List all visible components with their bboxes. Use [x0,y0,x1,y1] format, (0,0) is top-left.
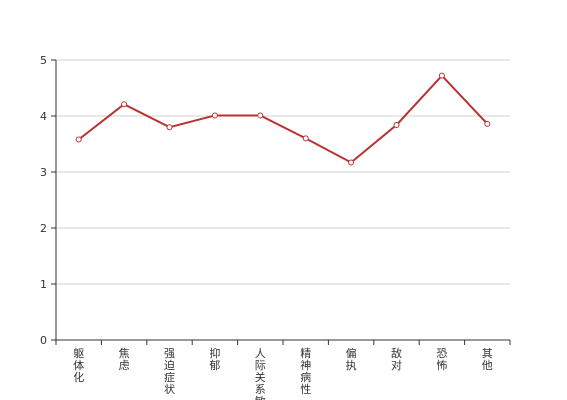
y-tick-label-0: 0 [40,334,47,347]
y-tick-label-3: 3 [40,166,47,179]
x-tick-label-7: 敌对 [391,346,402,372]
x-tick-label-8: 恐怖 [436,347,447,372]
data-point-4 [257,112,264,119]
y-tick-label-4: 4 [40,110,47,123]
x-tick-label-4: 人际关系敏感 [255,347,266,400]
data-point-6 [348,159,355,166]
y-tick-label-2: 2 [40,222,47,235]
x-axis: 躯体化 焦虑 强迫症状 抑郁 人际关系敏感 精神病性 偏执 敌对 恐怖 其他 [55,339,511,400]
x-tick-label-9: 其他 [482,347,493,372]
x-tick-label-3: 抑郁 [209,346,220,372]
data-points [75,72,491,166]
data-point-9 [484,120,491,127]
data-point-5 [302,135,309,142]
data-point-8 [438,72,445,79]
data-point-0 [75,136,82,143]
data-point-1 [121,101,128,108]
data-point-3 [211,112,218,119]
grid-lines [56,59,510,285]
data-point-2 [166,124,173,131]
x-tick-label-5: 精神病性 [300,347,311,396]
x-tick-label-2: 强迫症状 [164,347,175,396]
x-tick-label-6: 偏执 [346,346,357,372]
series [78,74,489,164]
y-tick-label-1: 1 [40,278,47,291]
y-tick-label-5: 5 [40,54,47,67]
series-line [78,74,489,164]
x-tick-label-1: 焦虑 [119,347,130,372]
data-point-7 [393,121,400,128]
x-tick-label-0: 躯体化 [73,347,84,384]
y-axis: 0 1 2 3 4 5 [40,54,57,347]
